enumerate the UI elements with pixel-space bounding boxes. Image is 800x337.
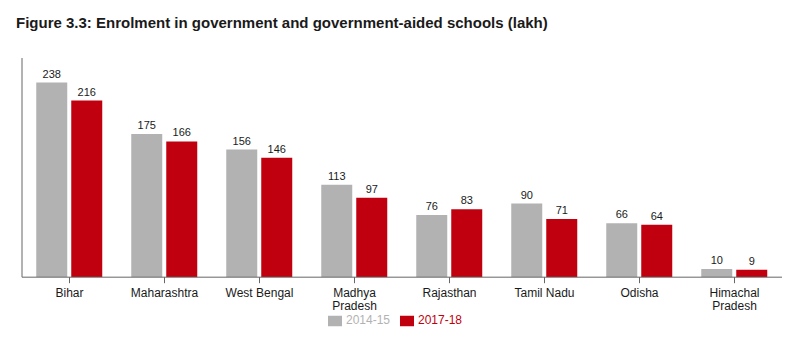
svg-text:66: 66	[616, 208, 628, 220]
svg-text:83: 83	[461, 194, 473, 206]
svg-text:71: 71	[556, 204, 568, 216]
svg-text:156: 156	[233, 135, 251, 147]
svg-text:216: 216	[78, 86, 96, 98]
svg-text:HimachalPradesh: HimachalPradesh	[709, 286, 759, 313]
html-text:2017-18: 2017-18	[418, 313, 462, 328]
svg-text:90: 90	[521, 189, 533, 201]
svg-text:175: 175	[138, 119, 156, 131]
html-text:2014-15: 2014-15	[346, 313, 390, 328]
svg-text:166: 166	[173, 126, 191, 138]
svg-text:Bihar: Bihar	[55, 286, 83, 300]
svg-text:238: 238	[43, 68, 61, 80]
svg-text:97: 97	[366, 183, 378, 195]
svg-text:146: 146	[268, 143, 286, 155]
svg-text:113: 113	[328, 170, 346, 182]
svg-text:MadhyaPradesh: MadhyaPradesh	[332, 286, 377, 313]
svg-text:64: 64	[651, 210, 663, 222]
svg-text:West Bengal: West Bengal	[226, 286, 294, 300]
svg-text:9: 9	[749, 255, 755, 267]
svg-text:10: 10	[711, 254, 723, 266]
svg-text:76: 76	[426, 200, 438, 212]
svg-text:Tamil Nadu: Tamil Nadu	[514, 286, 574, 300]
svg-text:Maharashtra: Maharashtra	[131, 286, 199, 300]
svg-text:Rajasthan: Rajasthan	[422, 286, 476, 300]
svg-text:Odisha: Odisha	[620, 286, 658, 300]
html-text:Figure 3.3: Enrolment in gover: Figure 3.3: Enrolment in government and …	[16, 14, 548, 31]
